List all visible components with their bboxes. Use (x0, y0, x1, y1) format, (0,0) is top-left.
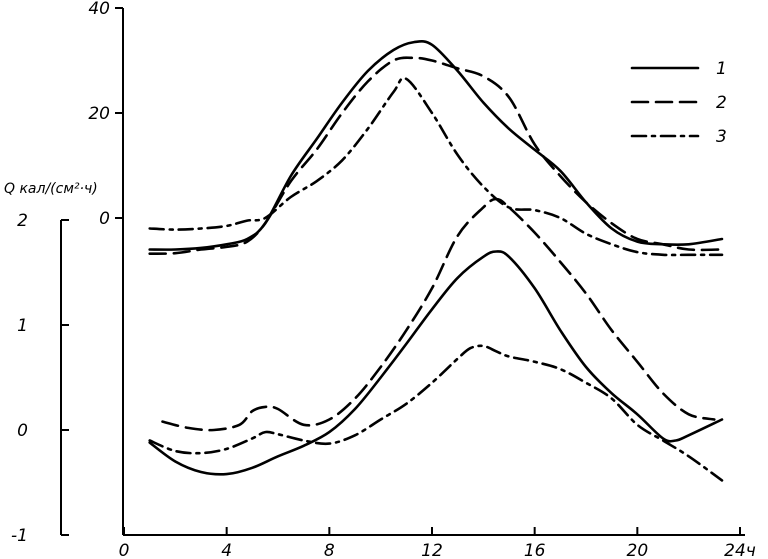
upper-series-3-line (148, 76, 724, 257)
curves-group (148, 40, 724, 482)
x-tick-label: 24ч (724, 541, 756, 559)
upper-series-2-line (148, 56, 724, 255)
legend-label-2: 2 (716, 93, 727, 113)
y-axis-title: Q кал/(см²·ч) (4, 181, 98, 197)
legend-label-3: 3 (716, 127, 727, 147)
lower-y-tick-label: 1 (17, 316, 28, 336)
upper-y-tick-label: 40 (88, 0, 110, 19)
x-tick-label: 20 (627, 541, 649, 559)
lower-series-3-line (148, 344, 724, 482)
lower-y-tick-label: -1 (11, 526, 28, 546)
lower-series-2-line (161, 197, 716, 432)
upper-series-1-line (148, 40, 724, 251)
upper-y-tick-label: 20 (88, 104, 110, 124)
x-tick-label: 0 (119, 541, 130, 559)
x-tick-label: 16 (524, 541, 546, 559)
x-tick-label: 4 (221, 541, 232, 559)
lower-y-tick-label: 2 (17, 211, 28, 231)
upper-y-tick-label: 0 (99, 209, 110, 229)
x-tick-label: 12 (421, 541, 443, 559)
legend: 1 2 3 (630, 59, 727, 147)
legend-label-1: 1 (716, 59, 727, 79)
x-tick-label: 8 (324, 541, 335, 559)
lower-series-1-line (148, 250, 724, 476)
lower-y-tick-label: 0 (17, 421, 28, 441)
